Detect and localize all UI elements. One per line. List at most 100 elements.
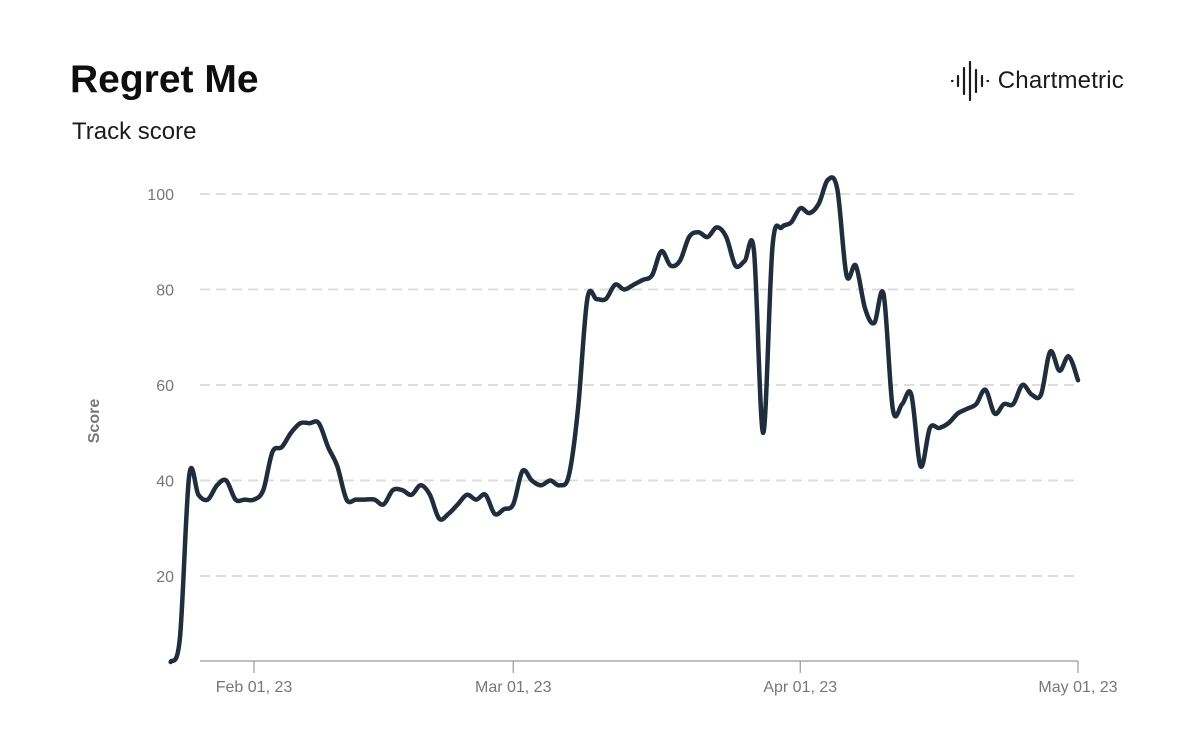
data-point[interactable] [416, 480, 426, 490]
data-point[interactable] [953, 409, 963, 419]
data-point[interactable] [675, 256, 685, 266]
data-point[interactable] [518, 466, 528, 476]
data-point[interactable] [406, 490, 416, 500]
data-point[interactable] [369, 495, 379, 505]
data-point[interactable] [768, 242, 778, 252]
data-point[interactable] [536, 480, 546, 490]
data-point[interactable] [1045, 347, 1055, 357]
data-point[interactable] [351, 495, 361, 505]
data-point[interactable] [564, 471, 574, 481]
data-point[interactable] [323, 442, 333, 452]
data-point[interactable] [1017, 380, 1027, 390]
data-point[interactable] [184, 471, 194, 481]
data-point[interactable] [740, 256, 750, 266]
data-point[interactable] [601, 294, 611, 304]
data-point[interactable] [481, 490, 491, 500]
data-point[interactable] [397, 485, 407, 495]
data-point[interactable] [962, 404, 972, 414]
data-point[interactable] [638, 275, 648, 285]
data-point[interactable] [619, 285, 629, 295]
data-point[interactable] [703, 232, 713, 242]
data-point[interactable] [786, 218, 796, 228]
data-point[interactable] [1073, 375, 1083, 385]
data-point[interactable] [175, 633, 185, 643]
data-point[interactable] [221, 476, 231, 486]
data-point[interactable] [730, 261, 740, 271]
data-point[interactable] [555, 480, 565, 490]
data-point[interactable] [925, 423, 935, 433]
data-point[interactable] [721, 232, 731, 242]
data-point[interactable] [814, 199, 824, 209]
data-point[interactable] [749, 246, 759, 256]
data-point[interactable] [943, 418, 953, 428]
data-point[interactable] [610, 280, 620, 290]
data-point[interactable] [314, 418, 324, 428]
y-axis-label: Score [86, 399, 103, 444]
data-point[interactable] [573, 404, 583, 414]
data-point[interactable] [906, 390, 916, 400]
data-point[interactable] [434, 514, 444, 524]
data-point[interactable] [193, 490, 203, 500]
data-point[interactable] [258, 485, 268, 495]
data-point[interactable] [916, 461, 926, 471]
data-point[interactable] [999, 399, 1009, 409]
data-point[interactable] [629, 280, 639, 290]
data-point[interactable] [666, 261, 676, 271]
data-point[interactable] [592, 294, 602, 304]
data-point[interactable] [527, 476, 537, 486]
data-point[interactable] [277, 442, 287, 452]
data-point[interactable] [897, 399, 907, 409]
data-point[interactable] [249, 495, 259, 505]
data-point[interactable] [286, 428, 296, 438]
data-point[interactable] [860, 304, 870, 314]
data-point[interactable] [777, 222, 787, 232]
data-point[interactable] [305, 418, 315, 428]
data-point[interactable] [934, 423, 944, 433]
data-point[interactable] [231, 495, 241, 505]
data-point[interactable] [1036, 390, 1046, 400]
data-point[interactable] [545, 476, 555, 486]
data-point[interactable] [1027, 390, 1037, 400]
data-point[interactable] [499, 504, 509, 514]
data-point[interactable] [851, 261, 861, 271]
data-point[interactable] [1008, 399, 1018, 409]
data-point[interactable] [758, 428, 768, 438]
data-point[interactable] [443, 509, 453, 519]
data-point[interactable] [795, 203, 805, 213]
data-point[interactable] [332, 461, 342, 471]
data-point[interactable] [879, 289, 889, 299]
data-point[interactable] [1064, 351, 1074, 361]
data-point[interactable] [888, 404, 898, 414]
data-point[interactable] [508, 499, 518, 509]
data-point[interactable] [360, 495, 370, 505]
data-point[interactable] [823, 175, 833, 185]
data-point[interactable] [869, 318, 879, 328]
data-point[interactable] [490, 509, 500, 519]
data-point[interactable] [980, 385, 990, 395]
data-point[interactable] [990, 409, 1000, 419]
data-point[interactable] [203, 495, 213, 505]
data-point[interactable] [582, 294, 592, 304]
data-point[interactable] [693, 227, 703, 237]
data-point[interactable] [388, 485, 398, 495]
data-point[interactable] [805, 208, 815, 218]
data-point[interactable] [647, 270, 657, 280]
data-point[interactable] [471, 495, 481, 505]
data-point[interactable] [268, 447, 278, 457]
data-point[interactable] [462, 490, 472, 500]
data-point[interactable] [684, 232, 694, 242]
data-point[interactable] [712, 222, 722, 232]
data-point[interactable] [971, 399, 981, 409]
data-point[interactable] [832, 184, 842, 194]
data-point[interactable] [379, 499, 389, 509]
data-point[interactable] [1055, 366, 1065, 376]
data-point[interactable] [166, 657, 176, 667]
data-point[interactable] [425, 490, 435, 500]
data-point[interactable] [842, 270, 852, 280]
data-point[interactable] [342, 495, 352, 505]
data-point[interactable] [295, 418, 305, 428]
data-point[interactable] [212, 480, 222, 490]
data-point[interactable] [656, 246, 666, 256]
data-point[interactable] [453, 499, 463, 509]
data-point[interactable] [240, 495, 250, 505]
